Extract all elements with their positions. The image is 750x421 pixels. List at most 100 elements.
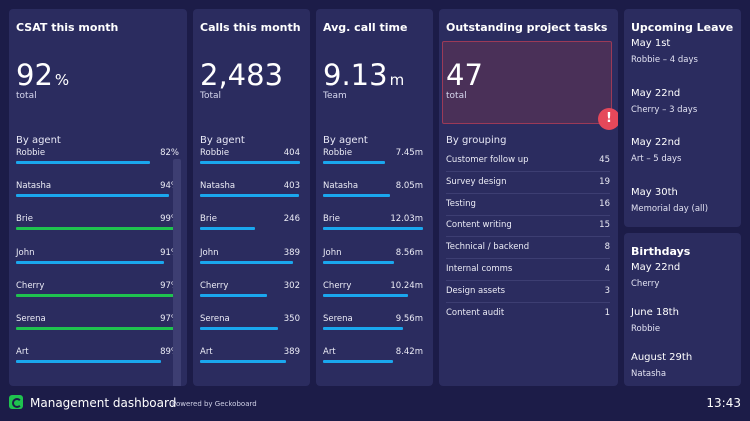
agent-row: Robbie 82% [16, 148, 179, 172]
grouping-row: Survey design 19 [446, 172, 610, 194]
agent-bar [16, 327, 175, 330]
dashboard-title: Management dashboard [30, 396, 177, 410]
agent-bar [200, 293, 267, 297]
item-detail: Art – 5 days [631, 154, 682, 164]
leave-item: May 1st Robbie – 4 days [631, 38, 698, 65]
agent-row: Art 389 [200, 347, 300, 371]
agent-row: Natasha 403 [200, 181, 300, 205]
agent-value: 8.56m [395, 247, 423, 258]
agent-row: Cherry 302 [200, 281, 300, 305]
agent-name: Art [16, 347, 29, 358]
grouping-count: 1 [604, 307, 610, 318]
item-date: May 22nd [631, 262, 681, 273]
grouping-row: Design assets 3 [446, 281, 610, 303]
leave-item: May 30th Memorial day (all) [631, 187, 708, 214]
grouping-name: Technical / backend [446, 242, 530, 253]
agent-name: John [323, 247, 342, 258]
section-label: By grouping [446, 135, 507, 146]
agent-row: Robbie 7.45m [323, 148, 423, 172]
agent-name: Serena [200, 314, 230, 324]
agent-name: John [200, 247, 219, 258]
tasks-alert-highlight [442, 41, 612, 124]
agent-value: 389 [283, 247, 300, 258]
item-detail: Robbie – 4 days [631, 55, 698, 65]
calls-sub: Total [200, 91, 222, 101]
grouping-count: 45 [599, 155, 610, 165]
alert-icon: ! [598, 108, 618, 130]
agent-row: Serena 9.56m [323, 314, 423, 338]
item-detail: Memorial day (all) [631, 203, 709, 214]
agent-bar [16, 227, 178, 231]
grouping-count: 16 [599, 198, 610, 209]
agent-value: 91% [160, 247, 179, 258]
csat-value: 92% [16, 58, 70, 92]
agent-bar [323, 327, 403, 330]
calltime-sub: Team [323, 91, 347, 101]
agent-name: Cherry [200, 280, 229, 291]
agent-value: 9.56m [395, 314, 423, 324]
calltime-panel: Avg. call time 9.13 m Team By agent Robbi… [316, 9, 433, 386]
agent-row: John 91% [16, 248, 179, 272]
scrollbar[interactable] [173, 159, 181, 386]
agent-value: 97% [160, 280, 179, 291]
agent-value: 404 [283, 148, 300, 158]
agent-row: Brie 12.03m [323, 214, 423, 238]
agent-row: John 8.56m [323, 248, 423, 272]
birthdays-panel: Birthdays May 22nd Cherry June 18th Robbie A… [624, 233, 741, 386]
agent-name: Robbie [323, 148, 353, 158]
grouping-count: 8 [604, 242, 610, 253]
agent-bar [200, 327, 278, 330]
grouping-count: 3 [604, 285, 610, 296]
grouping-name: Content writing [446, 220, 512, 231]
panel-title: Outstanding project tasks [446, 21, 608, 34]
agent-value: 10.24m [390, 280, 423, 291]
section-label: By agent [200, 135, 245, 146]
grouping-row: Customer follow up 45 [446, 150, 610, 172]
agent-name: Natasha [200, 181, 236, 192]
agent-name: Brie [16, 214, 33, 225]
item-date: June 18th [631, 307, 679, 318]
item-date: May 30th [631, 186, 678, 198]
agent-row: Serena 97% [16, 314, 179, 338]
agent-row: Cherry 10.24m [323, 281, 423, 305]
agent-value: 350 [283, 314, 300, 324]
item-date: May 22nd [631, 87, 681, 99]
agent-name: Robbie [16, 148, 46, 158]
leave-item: May 22nd Cherry – 3 days [631, 88, 697, 115]
section-label: By agent [323, 135, 368, 146]
agent-value: 8.42m [395, 347, 423, 358]
agent-value: 7.45m [395, 148, 423, 158]
item-detail: Cherry [631, 279, 660, 289]
agent-bar [200, 260, 293, 264]
tasks-panel: Outstanding project tasks 47 total ! By … [439, 9, 618, 386]
grouping-name: Internal comms [446, 264, 513, 274]
agent-bar [16, 293, 175, 297]
geckoboard-logo-icon [9, 395, 23, 409]
grouping-row: Technical / backend 8 [446, 237, 610, 260]
agent-row: Serena 350 [200, 314, 300, 338]
grouping-name: Customer follow up [446, 155, 529, 165]
grouping-row: Content writing 15 [446, 215, 610, 238]
leave-panel: Upcoming Leave May 1st Robbie – 4 days May… [624, 9, 741, 227]
agent-bar [323, 260, 394, 264]
powered-by: Powered by Geckoboard [172, 400, 257, 408]
agent-bar [323, 360, 393, 364]
item-date: May 22nd [631, 137, 681, 148]
csat-panel: CSAT this month 92% total By agent Robbi… [9, 9, 187, 386]
agent-bar [323, 161, 385, 164]
agent-row: Cherry 97% [16, 281, 179, 305]
tasks-value: 47 [446, 58, 483, 92]
agent-value: 99% [160, 214, 179, 225]
agent-row: John 389 [200, 248, 300, 272]
agent-value: 246 [283, 214, 300, 225]
agent-name: Natasha [323, 181, 359, 192]
agent-bar [16, 161, 150, 164]
csat-sub: total [16, 91, 37, 101]
agent-name: Cherry [323, 280, 352, 291]
grouping-row: Content audit 1 [446, 303, 610, 325]
grouping-row: Internal comms 4 [446, 259, 610, 281]
agent-value: 89% [160, 347, 179, 358]
agent-bar [16, 360, 162, 364]
agent-name: Cherry [16, 280, 45, 291]
agent-bar [16, 194, 170, 198]
